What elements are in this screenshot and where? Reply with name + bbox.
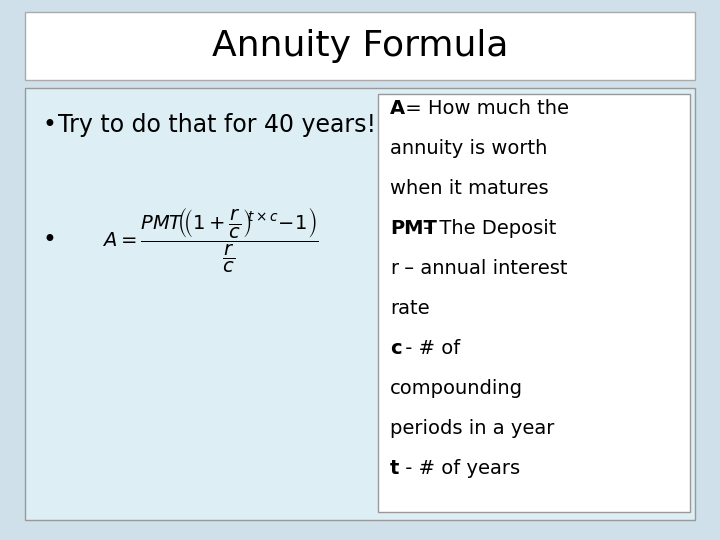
- Text: Annuity Formula: Annuity Formula: [212, 29, 508, 63]
- Bar: [378, 94, 690, 512]
- Text: when it matures: when it matures: [390, 179, 549, 198]
- Text: PMT: PMT: [390, 219, 437, 238]
- Text: •: •: [42, 113, 56, 137]
- Text: - # of years: - # of years: [399, 458, 520, 477]
- Text: t: t: [390, 458, 400, 477]
- Text: - # of: - # of: [399, 339, 460, 357]
- Bar: [25, 12, 695, 80]
- Text: rate: rate: [390, 299, 430, 318]
- Text: annuity is worth: annuity is worth: [390, 138, 547, 158]
- Text: compounding: compounding: [390, 379, 523, 397]
- Text: $A = \dfrac{PMT\!\left(\!\left(1+\dfrac{r}{c}\right)^{\!\!t\times c}\!-\!1\right: $A = \dfrac{PMT\!\left(\!\left(1+\dfrac{…: [102, 205, 318, 274]
- Text: – annual interest: – annual interest: [397, 259, 567, 278]
- Text: A: A: [390, 98, 405, 118]
- Text: r: r: [390, 259, 398, 278]
- Bar: [25, 88, 695, 520]
- Text: periods in a year: periods in a year: [390, 418, 554, 437]
- Text: = How much the: = How much the: [399, 98, 569, 118]
- Text: Try to do that for 40 years!: Try to do that for 40 years!: [58, 113, 376, 137]
- Text: – The Deposit: – The Deposit: [417, 219, 557, 238]
- Text: •: •: [42, 228, 56, 252]
- Text: c: c: [390, 339, 402, 357]
